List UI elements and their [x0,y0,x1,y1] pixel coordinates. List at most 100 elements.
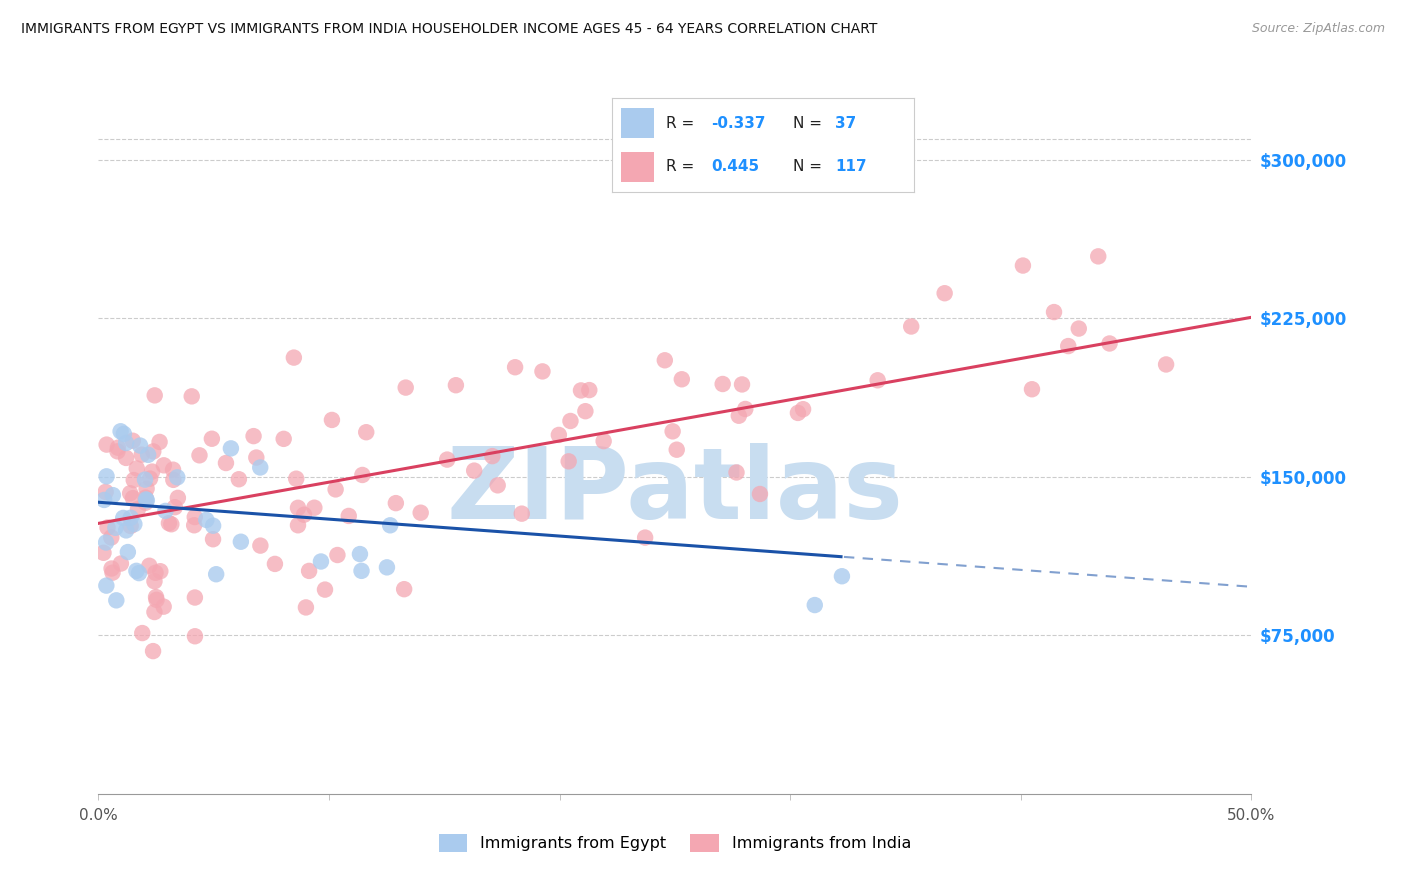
Point [163,500,186,515]
Point [124,517,146,532]
Point [96,469,118,483]
Point [141,465,163,479]
Text: -0.337: -0.337 [711,116,766,131]
Point [96,437,118,451]
Point [93,546,115,560]
Point [283,351,305,365]
Point [792,402,814,417]
Point [110,557,132,571]
Point [325,483,347,497]
Point [1098,336,1121,351]
Point [375,560,398,574]
Point [292,508,315,522]
Point [1057,339,1080,353]
Point [112,511,135,525]
Point [298,564,321,578]
Point [115,436,138,450]
Point [101,566,124,580]
Point [1067,321,1090,335]
Point [183,518,205,533]
Point [104,521,127,535]
Point [304,500,326,515]
Point [711,376,734,391]
Point [321,413,343,427]
Point [201,432,224,446]
Point [560,414,582,428]
Point [129,439,152,453]
Point [725,466,748,480]
Point [145,566,167,580]
FancyBboxPatch shape [620,153,654,183]
Point [142,644,165,658]
Point [934,286,956,301]
Point [115,450,138,465]
Point [242,429,264,443]
Point [337,508,360,523]
Point [1043,305,1066,319]
Point [180,389,202,403]
Text: R =: R = [666,116,699,131]
Point [184,591,207,605]
Point [202,533,225,547]
Point [135,496,157,510]
Point [131,448,153,462]
Point [120,519,142,533]
Point [143,388,166,402]
Point [184,510,207,524]
Point [125,461,148,475]
Point [122,491,145,505]
Point [409,506,432,520]
Point [314,582,336,597]
Text: ZIPatlas: ZIPatlas [447,443,903,541]
Point [139,472,162,486]
Point [215,456,238,470]
Point [592,434,614,449]
Point [219,442,242,456]
Point [727,409,749,423]
Point [749,487,772,501]
Text: R =: R = [666,160,699,175]
Point [96,579,118,593]
Point [135,493,157,508]
Point [385,496,408,510]
Point [145,590,167,604]
Point [354,425,377,440]
Point [866,373,889,387]
Point [578,383,600,397]
Point [249,460,271,475]
Point [145,592,167,607]
Point [287,500,309,515]
Point [94,484,117,499]
Point [661,425,683,439]
Point [127,502,149,516]
Point [665,442,688,457]
Point [110,424,132,438]
Point [352,467,374,482]
Point [574,404,596,418]
FancyBboxPatch shape [620,109,654,138]
Point [654,353,676,368]
Point [166,470,188,484]
Point [128,566,150,581]
Point [153,458,176,473]
Point [634,531,657,545]
Point [1021,382,1043,396]
Point [287,518,309,533]
Point [188,448,211,462]
Point [229,534,252,549]
Point [1154,358,1177,372]
Point [205,567,228,582]
Point [105,593,128,607]
Point [112,426,135,441]
Point [900,319,922,334]
Point [107,444,129,458]
Point [115,524,138,538]
Point [671,372,693,386]
Point [444,378,467,392]
Point [135,492,157,507]
Point [510,507,533,521]
Point [101,488,124,502]
Point [142,444,165,458]
Point [326,548,349,562]
Legend: Immigrants from Egypt, Immigrants from India: Immigrants from Egypt, Immigrants from I… [432,828,918,858]
